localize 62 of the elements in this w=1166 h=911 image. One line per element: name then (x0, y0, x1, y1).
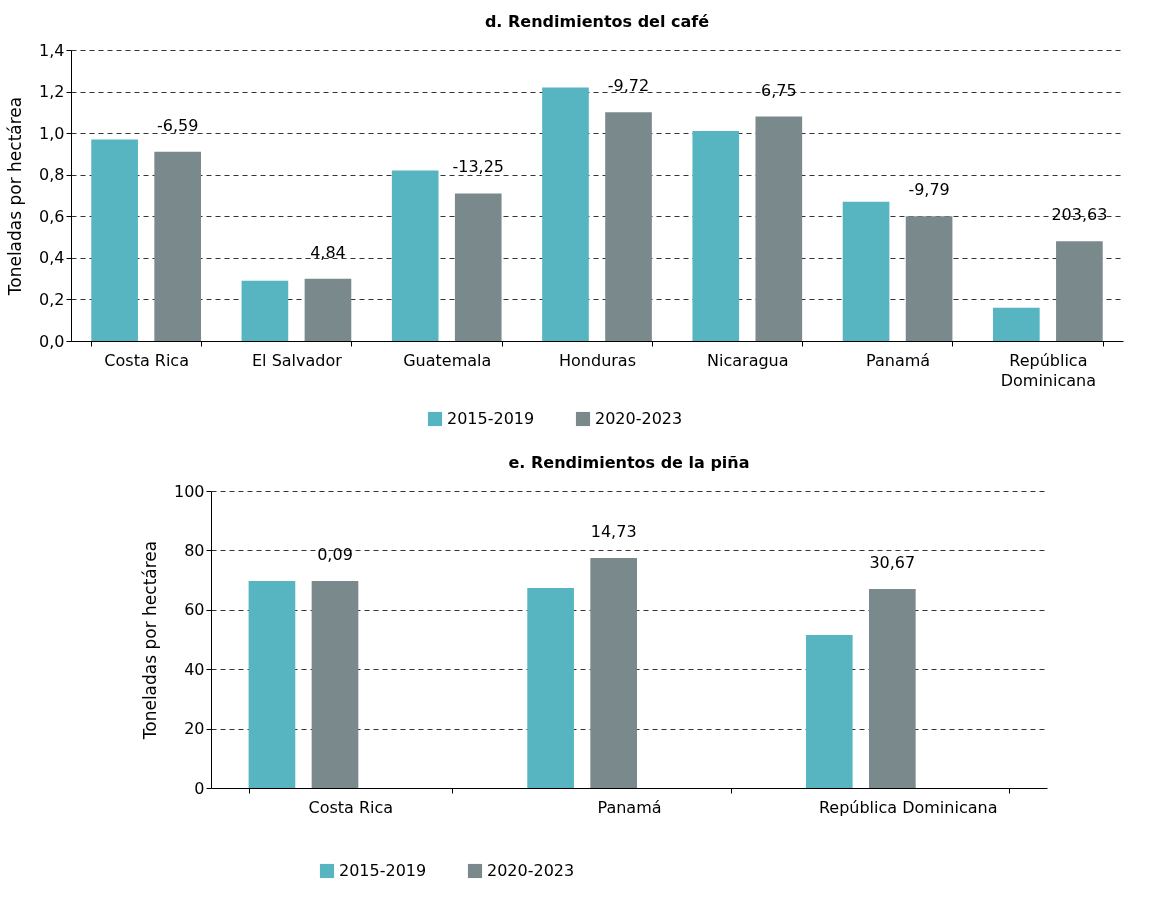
y-axis-title: Toneladas por hectárea (5, 96, 26, 297)
annotation: 4,84 (310, 242, 346, 262)
legend-label: 2015-2019 (339, 861, 427, 880)
bar (454, 193, 502, 341)
annotation: -9,72 (607, 76, 650, 96)
y-tick-label: 0 (194, 778, 205, 798)
annotation: 14,73 (590, 522, 637, 542)
bar (905, 216, 953, 341)
x-tick-label: Nicaragua (707, 350, 789, 370)
x-tick-label: Costa Rica (308, 797, 394, 817)
x-tick-label: Honduras (559, 350, 636, 370)
y-tick-label: 40 (184, 659, 205, 679)
y-tick-label: 0,2 (39, 289, 65, 309)
annotation: 6,75 (761, 80, 797, 100)
bar (91, 139, 138, 341)
y-tick-label: 60 (184, 600, 205, 620)
legend-label: 2020-2023 (487, 861, 575, 880)
x-tick-label: Panamá (866, 350, 931, 370)
bar (542, 87, 589, 341)
bar (304, 278, 352, 341)
bar (869, 589, 916, 788)
annotation: 30,67 (869, 553, 916, 573)
bar (993, 307, 1040, 341)
y-tick-label: 1,4 (39, 40, 65, 60)
bar (154, 151, 201, 341)
annotation: -9,79 (908, 180, 950, 200)
y-tick-label: 0,4 (39, 248, 65, 268)
y-tick-label: 0,6 (39, 206, 65, 226)
bar (692, 131, 740, 341)
y-tick-label: 0,8 (39, 165, 65, 185)
annotation: -6,59 (156, 115, 199, 135)
chart-title: e. Rendimientos de la piña (508, 453, 750, 472)
annotation: -13,25 (452, 157, 505, 177)
x-tick-label: República Dominicana (818, 797, 998, 817)
bar (805, 635, 853, 788)
bar (842, 201, 890, 341)
bar (241, 280, 289, 341)
legend-label: 2020-2023 (595, 409, 683, 428)
annotation: 0,09 (317, 544, 353, 564)
bar (755, 116, 803, 341)
y-axis-title: Toneladas por hectárea (139, 540, 160, 741)
annotation: 203,63 (1051, 205, 1108, 225)
y-tick-label: 20 (184, 719, 205, 739)
y-tick-label: 1,2 (39, 82, 65, 102)
y-tick-label: 100 (173, 481, 205, 501)
x-tick-label: República Dominicana (1000, 350, 1096, 390)
bar (248, 580, 296, 788)
bar (1056, 241, 1103, 341)
x-tick-label: Guatemala (403, 350, 492, 370)
legend-label: 2015-2019 (447, 409, 535, 428)
bar (391, 170, 439, 341)
x-tick-label: El Salvador (252, 350, 343, 370)
bar (311, 580, 359, 788)
bar (527, 588, 574, 788)
x-tick-label: Panamá (597, 797, 662, 817)
y-tick-label: 1,0 (39, 123, 65, 143)
bar (590, 558, 637, 788)
chart-title: d. Rendimientos del café (484, 12, 710, 31)
bar (605, 112, 652, 341)
x-tick-label: Costa Rica (104, 350, 189, 370)
y-tick-label: 0,0 (39, 331, 65, 351)
y-tick-label: 80 (184, 540, 205, 560)
